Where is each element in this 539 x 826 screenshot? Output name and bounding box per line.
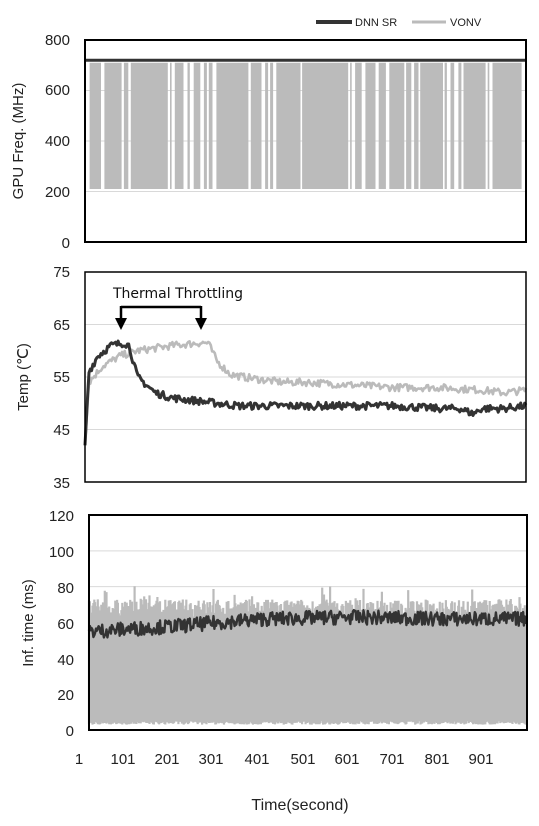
- time-xtick: 601: [334, 751, 359, 768]
- inf-time-ylabel: Inf. time (ms): [20, 579, 37, 667]
- inf-time-yticks: 0 20 40 60 80 100 120: [49, 508, 74, 740]
- time-xticks: 1 101 201 301 401 501 601 701 801 901: [75, 751, 494, 768]
- temp-ylabel: Temp (℃): [15, 343, 32, 411]
- annotation-bracket: [119, 305, 203, 322]
- gpu-freq-ytick: 600: [45, 82, 70, 99]
- temp-yticks: 35 45 55 65 75: [53, 264, 70, 492]
- gpu-freq-ytick: 400: [45, 133, 70, 150]
- temp-ytick: 65: [53, 317, 70, 334]
- legend: DNN SR VONV: [316, 17, 482, 29]
- time-xtick: 901: [468, 751, 493, 768]
- temp-series: [83, 339, 528, 446]
- gpu-freq-series: [85, 58, 526, 189]
- inf-time-series: [87, 586, 528, 725]
- temp-ytick: 55: [53, 369, 70, 386]
- inf-time-ytick: 100: [49, 544, 74, 561]
- gpu-freq-ytick: 0: [62, 235, 70, 252]
- inf-time-ytick: 80: [57, 580, 74, 597]
- temp-panel: 35 45 55 65 75 Temp (℃) Thermal Throttli…: [15, 264, 528, 492]
- time-xtick: 401: [244, 751, 269, 768]
- legend-label-vonv: VONV: [450, 17, 482, 29]
- legend-label-dnn-sr: DNN SR: [355, 17, 397, 29]
- temp-ytick: 75: [53, 264, 70, 281]
- dnn-sr-inf-time-line: [87, 608, 528, 639]
- inf-time-ytick: 0: [66, 723, 74, 740]
- gpu-freq-ytick: 200: [45, 184, 70, 201]
- gpu-freq-yticks: 0 200 400 600 800: [45, 32, 70, 252]
- time-xtick: 701: [379, 751, 404, 768]
- inf-time-ytick: 120: [49, 508, 74, 525]
- time-xlabel: Time(second): [251, 797, 348, 814]
- dnn-sr-temp-line: [83, 339, 528, 446]
- annotation-arrow-left: [115, 318, 127, 330]
- vonv-gpu-freq-line: [89, 62, 522, 189]
- time-xtick: 301: [198, 751, 223, 768]
- time-xtick: 101: [110, 751, 135, 768]
- inf-time-panel: 0 20 40 60 80 100 120 Inf. time (ms) 1 1…: [20, 508, 528, 814]
- thermal-throttling-annotation: Thermal Throttling: [112, 286, 243, 330]
- gpu-freq-plot-frame: [84, 39, 527, 243]
- temp-ytick: 35: [53, 475, 70, 492]
- inf-time-ytick: 60: [57, 616, 74, 633]
- inf-time-ytick: 20: [57, 687, 74, 704]
- gpu-freq-panel: 0 200 400 600 800 GPU Freq. (MHz): [10, 32, 527, 252]
- temp-ytick: 45: [53, 422, 70, 439]
- gpu-freq-ylabel: GPU Freq. (MHz): [10, 83, 27, 200]
- vonv-inf-time-line: [87, 586, 528, 725]
- time-xtick: 201: [154, 751, 179, 768]
- gpu-freq-ytick: 800: [45, 32, 70, 49]
- annotation-label: Thermal Throttling: [112, 286, 243, 302]
- inf-time-ytick: 40: [57, 652, 74, 669]
- time-xtick: 801: [424, 751, 449, 768]
- inf-time-plot-frame: [88, 514, 528, 731]
- temp-plot-frame: [84, 271, 527, 483]
- vonv-temp-line: [83, 339, 528, 446]
- annotation-arrow-right: [195, 318, 207, 330]
- time-xtick: 1: [75, 751, 83, 768]
- time-xtick: 501: [290, 751, 315, 768]
- temp-gridlines: [85, 271, 526, 483]
